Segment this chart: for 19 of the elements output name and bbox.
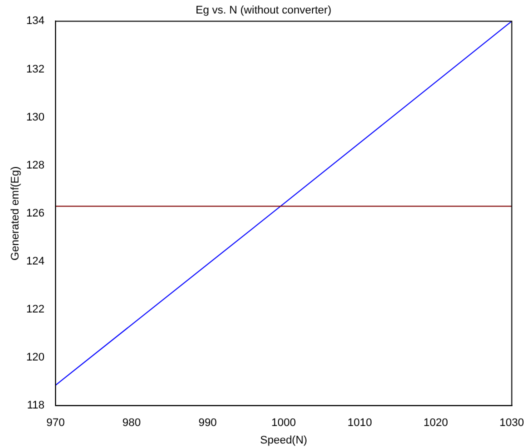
x-tick-label: 1000 bbox=[271, 417, 296, 430]
x-tick-label: 980 bbox=[122, 417, 141, 430]
x-axis-title: Speed(N) bbox=[260, 434, 308, 446]
y-tick-label: 122 bbox=[26, 304, 45, 316]
y-tick-label: 132 bbox=[26, 63, 45, 76]
chart-title: Eg vs. N (without converter) bbox=[196, 4, 332, 17]
y-tick-label: 124 bbox=[26, 255, 45, 268]
x-tick-label: 990 bbox=[198, 417, 217, 430]
y-tick-label: 120 bbox=[26, 352, 45, 364]
x-tick-label: 1020 bbox=[423, 417, 448, 430]
y-tick-label: 130 bbox=[26, 111, 45, 124]
x-tick-label: 970 bbox=[46, 417, 65, 430]
x-tick-label: 1030 bbox=[500, 417, 524, 430]
y-tick-label: 134 bbox=[26, 15, 45, 28]
x-tick-label: 1010 bbox=[347, 417, 372, 430]
y-tick-label: 128 bbox=[26, 159, 45, 172]
y-axis-title: Generated emf(Eg) bbox=[10, 166, 22, 260]
y-tick-label: 118 bbox=[27, 400, 45, 412]
y-tick-label: 126 bbox=[26, 207, 45, 220]
